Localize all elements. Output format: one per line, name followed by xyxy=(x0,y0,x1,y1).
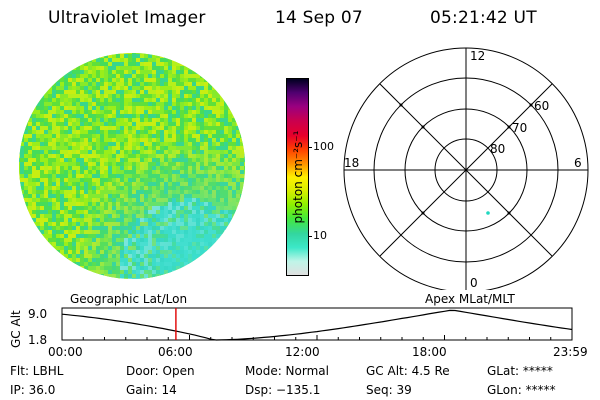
mlt-label-6: 6 xyxy=(574,156,582,170)
gain-status: Gain: 14 xyxy=(126,383,177,397)
colorbar-tick-10: 10 xyxy=(313,229,327,242)
polar-diag-2 xyxy=(379,83,553,257)
filter-status: Flt: LBHL xyxy=(10,364,64,378)
ip-status: IP: 36.0 xyxy=(10,383,56,397)
colorbar-unit-label: photon cm⁻²s⁻¹ xyxy=(291,130,305,224)
seq-status: Seq: 39 xyxy=(366,383,412,397)
instrument-title: Ultraviolet Imager xyxy=(48,8,206,28)
gc-alt-status: GC Alt: 4.5 Re xyxy=(366,364,450,378)
mlt-label-0: 0 xyxy=(470,276,478,290)
apex-label: Apex MLat/MLT xyxy=(425,292,515,306)
x-tick-2359: 23:59 xyxy=(553,345,588,359)
polar-mlat-mlt-grid: 12 0 18 6 60 70 80 xyxy=(343,47,589,290)
color-bar: 100 10 photon cm⁻²s⁻¹ xyxy=(280,78,350,278)
mlat-label-80: 80 xyxy=(490,142,505,156)
altitude-curve xyxy=(61,309,573,341)
color-scale xyxy=(286,78,309,276)
mode-status: Mode: Normal xyxy=(245,364,329,378)
x-tick-0000: 00:00 xyxy=(48,345,83,359)
uv-image-disk xyxy=(19,53,245,279)
colorbar-tick-100: 100 xyxy=(313,140,334,153)
mlat-label-60: 60 xyxy=(534,99,549,113)
glon-status: GLon: ***** xyxy=(487,383,556,397)
x-tick-1200: 12:00 xyxy=(285,345,320,359)
altitude-strip-chart: Geographic Lat/Lon Apex MLat/MLT GC Alt … xyxy=(9,292,573,348)
time-label: 05:21:42 UT xyxy=(430,8,537,28)
y-tick-bottom: 1.8 xyxy=(28,333,47,347)
mlt-label-12: 12 xyxy=(470,49,485,63)
geographic-label: Geographic Lat/Lon xyxy=(70,292,187,306)
glat-status: GLat: ***** xyxy=(487,364,553,378)
x-tick-0600: 06:00 xyxy=(158,345,193,359)
y-tick-top: 9.0 xyxy=(28,307,47,321)
mlt-label-18: 18 xyxy=(344,156,359,170)
date-label: 14 Sep 07 xyxy=(275,8,363,28)
dsp-status: Dsp: −135.1 xyxy=(245,383,321,397)
gc-alt-axis-title: GC Alt xyxy=(9,310,23,348)
door-status: Door: Open xyxy=(126,364,195,378)
x-tick-1800: 18:00 xyxy=(412,345,447,359)
satellite-point xyxy=(486,211,490,215)
mlat-label-70: 70 xyxy=(512,121,527,135)
